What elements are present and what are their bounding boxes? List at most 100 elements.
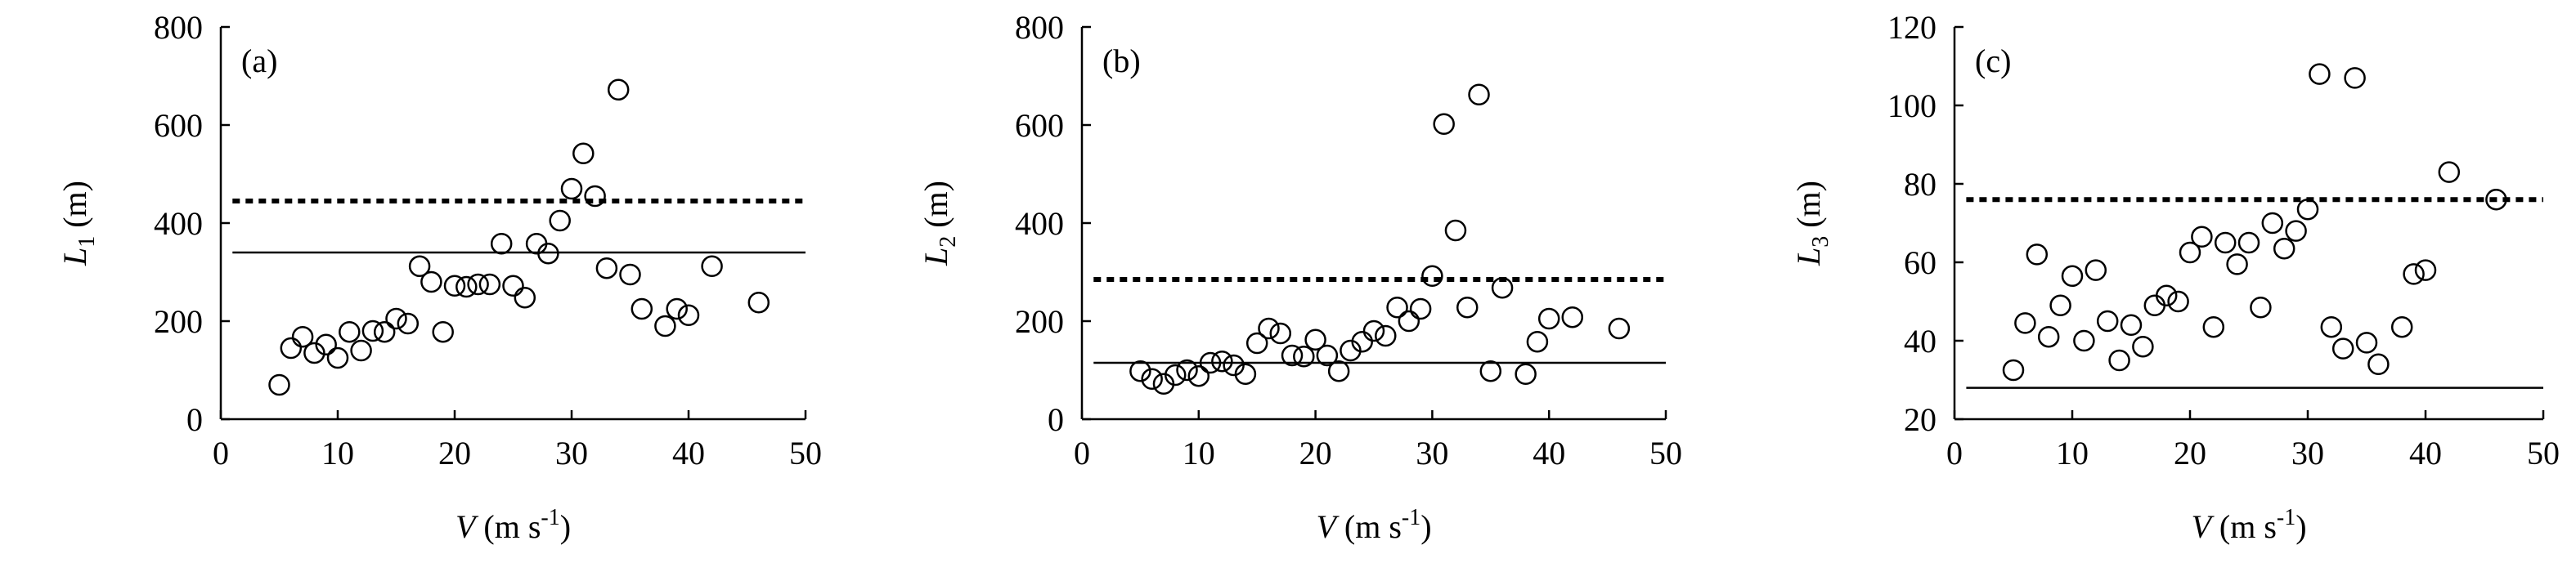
y-tick-label: 400 — [1015, 205, 1064, 242]
x-axis-unit-exponent: -1 — [541, 505, 559, 530]
y-tick-label: 0 — [1048, 401, 1064, 438]
y-axis-subscript: 1 — [74, 236, 100, 248]
x-tick-label: 10 — [2056, 435, 2089, 471]
x-tick-label: 0 — [1074, 435, 1090, 471]
y-tick-label: 0 — [186, 401, 203, 438]
data-point — [1304, 328, 1326, 351]
x-axis-variable: V — [456, 508, 479, 545]
data-point — [385, 307, 407, 330]
panel-label: (c) — [1975, 42, 2011, 79]
data-point — [595, 257, 618, 279]
y-tick-label: 200 — [154, 303, 203, 340]
data-point — [2155, 284, 2178, 307]
x-axis-variable: V — [1316, 508, 1340, 545]
data-point — [280, 337, 303, 360]
data-point — [607, 78, 630, 101]
data-point — [1281, 344, 1304, 367]
data-point — [1444, 219, 1467, 242]
y-axis-unit: (m) — [56, 181, 93, 236]
data-point — [2403, 263, 2425, 285]
data-point — [2485, 188, 2507, 211]
data-point — [315, 333, 337, 356]
data-point — [2049, 294, 2071, 317]
data-point — [2085, 259, 2107, 281]
data-point — [2073, 329, 2095, 352]
data-point — [2414, 259, 2437, 281]
data-point — [1327, 360, 1350, 382]
data-point — [572, 142, 595, 165]
data-point — [2226, 253, 2248, 275]
data-point — [2320, 315, 2343, 338]
data-point — [1245, 332, 1268, 355]
data-point — [2026, 244, 2049, 266]
data-point — [537, 242, 559, 265]
data-point — [397, 312, 420, 335]
data-point — [1491, 276, 1514, 299]
data-point — [1398, 310, 1420, 333]
data-point — [1164, 364, 1187, 387]
y-axis-subscript: 2 — [936, 236, 961, 248]
data-point — [2237, 231, 2260, 254]
data-point — [432, 320, 454, 343]
data-point — [443, 275, 466, 297]
x-tick-label: 0 — [213, 435, 229, 471]
x-tick-label: 20 — [438, 435, 471, 471]
data-point — [408, 255, 431, 278]
data-point — [1211, 350, 1233, 373]
y-tick-label: 200 — [1015, 303, 1064, 340]
data-point — [1537, 307, 1560, 330]
data-point — [420, 270, 442, 293]
x-axis-unit: (m s — [475, 508, 541, 545]
data-point — [2367, 353, 2390, 376]
x-axis-label: V (m s-1) — [2191, 505, 2306, 545]
data-point — [701, 255, 723, 278]
x-tick-label: 30 — [555, 435, 588, 471]
x-tick-label: 30 — [2291, 435, 2324, 471]
panel-label: (b) — [1102, 42, 1141, 79]
data-point — [1176, 359, 1198, 382]
y-axis-variable: L — [918, 248, 954, 266]
data-point — [2120, 314, 2143, 337]
x-axis-unit-exponent: -1 — [2277, 505, 2296, 530]
data-point — [2285, 220, 2307, 242]
data-point — [2191, 226, 2213, 248]
data-point — [1409, 297, 1432, 320]
data-point — [303, 342, 325, 364]
data-point — [490, 232, 513, 255]
x-tick-label: 40 — [2409, 435, 2442, 471]
data-point — [456, 275, 478, 298]
data-point — [2344, 67, 2366, 89]
x-axis-unit-close: ) — [560, 508, 571, 545]
data-point — [1375, 324, 1397, 347]
data-point — [1269, 322, 1292, 345]
y-axis-unit: (m) — [1790, 181, 1827, 236]
data-point — [1234, 363, 1257, 386]
data-point — [502, 275, 524, 297]
data-point — [1433, 113, 1455, 136]
data-point — [1351, 330, 1373, 353]
x-axis-label: V (m s-1) — [456, 505, 571, 545]
y-tick-label: 120 — [1887, 9, 1936, 46]
data-point — [1468, 83, 1490, 106]
data-point — [268, 373, 290, 396]
x-tick-label: 30 — [1416, 435, 1448, 471]
data-point — [747, 291, 770, 314]
data-point — [2214, 231, 2237, 254]
panel-3: 0 10 20 30 40 50 20 40 60 80 100 120 (c) V (m s-1) L3 … — [1790, 9, 2560, 545]
data-point — [2273, 237, 2296, 260]
data-point — [326, 346, 349, 369]
x-tick-label: 20 — [2174, 435, 2206, 471]
data-point — [1608, 317, 1631, 340]
data-point — [525, 232, 548, 255]
data-point — [291, 325, 314, 348]
x-tick-label: 0 — [1946, 435, 1963, 471]
x-tick-label: 50 — [1649, 435, 1682, 471]
data-point — [478, 273, 501, 296]
data-point — [1141, 368, 1163, 391]
x-axis-label: V (m s-1) — [1316, 505, 1431, 545]
x-tick-label: 50 — [789, 435, 822, 471]
data-point — [1526, 330, 1549, 353]
data-point — [677, 304, 700, 327]
x-axis-unit-close: ) — [2296, 508, 2306, 545]
